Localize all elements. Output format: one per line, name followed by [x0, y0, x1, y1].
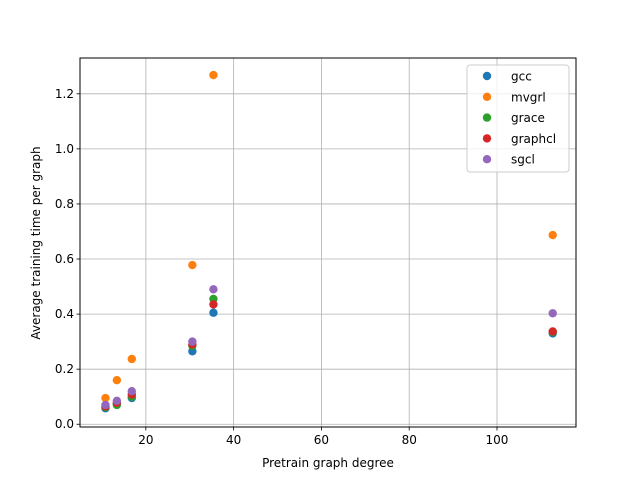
y-tick-label: 0.6: [55, 252, 74, 266]
legend-marker-gcc: [482, 71, 492, 81]
data-point-graphcl: [548, 327, 557, 336]
legend-label-graphcl: graphcl: [511, 132, 556, 146]
x-tick-label: 60: [314, 433, 329, 447]
legend-marker-mvgrl: [482, 92, 492, 102]
y-tick-label: 0.8: [55, 197, 74, 211]
legend-label-gcc: gcc: [511, 70, 532, 84]
legend-marker-graphcl: [482, 134, 492, 143]
x-axis-label: Pretrain graph degree: [262, 456, 394, 470]
x-tick-label: 100: [486, 433, 509, 447]
data-point-mvgrl: [101, 393, 110, 403]
x-tick-label: 40: [226, 433, 241, 447]
y-axis-label: Average training time per graph: [29, 146, 43, 339]
axis-ticks: 20 40 60 80 100 0.0 0.2 0.4 0.6 0.8 1.0 1.2: [55, 87, 509, 447]
data-points: [101, 70, 557, 413]
data-point-sgcl: [209, 285, 218, 294]
legend: gcc mvgrl grace graphcl sgcl: [466, 64, 570, 173]
data-point-sgcl: [112, 396, 122, 406]
data-point-mvgrl: [127, 354, 136, 364]
data-point-gcc: [209, 308, 218, 317]
x-tick-label: 80: [402, 433, 417, 447]
data-point-sgcl: [127, 387, 136, 396]
data-point-mvgrl: [548, 230, 557, 240]
legend-marker-sgcl: [482, 155, 492, 164]
y-tick-label: 1.0: [55, 142, 74, 156]
data-point-mvgrl: [209, 70, 218, 80]
data-point-graphcl: [209, 300, 218, 309]
legend-box: [466, 64, 570, 173]
legend-label-grace: grace: [511, 111, 545, 125]
data-point-mvgrl: [188, 260, 197, 270]
y-tick-label: 0.4: [55, 307, 74, 321]
data-point-mvgrl: [112, 375, 122, 385]
legend-label-sgcl: sgcl: [511, 153, 535, 167]
legend-label-mvgrl: mvgrl: [511, 90, 546, 104]
plot-area-frame: [79, 57, 577, 428]
y-tick-label: 1.2: [55, 87, 74, 101]
data-point-sgcl: [548, 309, 557, 318]
data-point-sgcl: [188, 337, 197, 346]
y-tick-label: 0.2: [55, 362, 74, 376]
x-tick-label: 20: [138, 433, 153, 447]
data-point-sgcl: [101, 400, 110, 410]
legend-marker-grace: [482, 113, 492, 122]
y-tick-label: 0.0: [55, 417, 74, 431]
